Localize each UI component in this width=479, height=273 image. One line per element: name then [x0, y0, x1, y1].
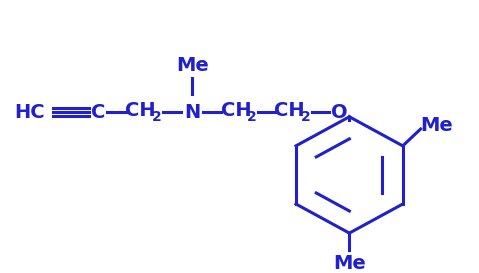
Text: 2: 2 [152, 110, 161, 124]
Text: O: O [331, 103, 348, 121]
Text: Me: Me [176, 56, 209, 75]
Text: CH: CH [274, 101, 305, 120]
Text: N: N [184, 103, 200, 121]
Text: 2: 2 [247, 110, 257, 124]
Text: HC: HC [14, 103, 45, 121]
Text: Me: Me [420, 116, 453, 135]
Text: 2: 2 [301, 110, 310, 124]
Text: Me: Me [333, 254, 366, 273]
Text: C: C [91, 103, 105, 121]
Text: CH: CH [125, 101, 156, 120]
Text: CH: CH [221, 101, 251, 120]
